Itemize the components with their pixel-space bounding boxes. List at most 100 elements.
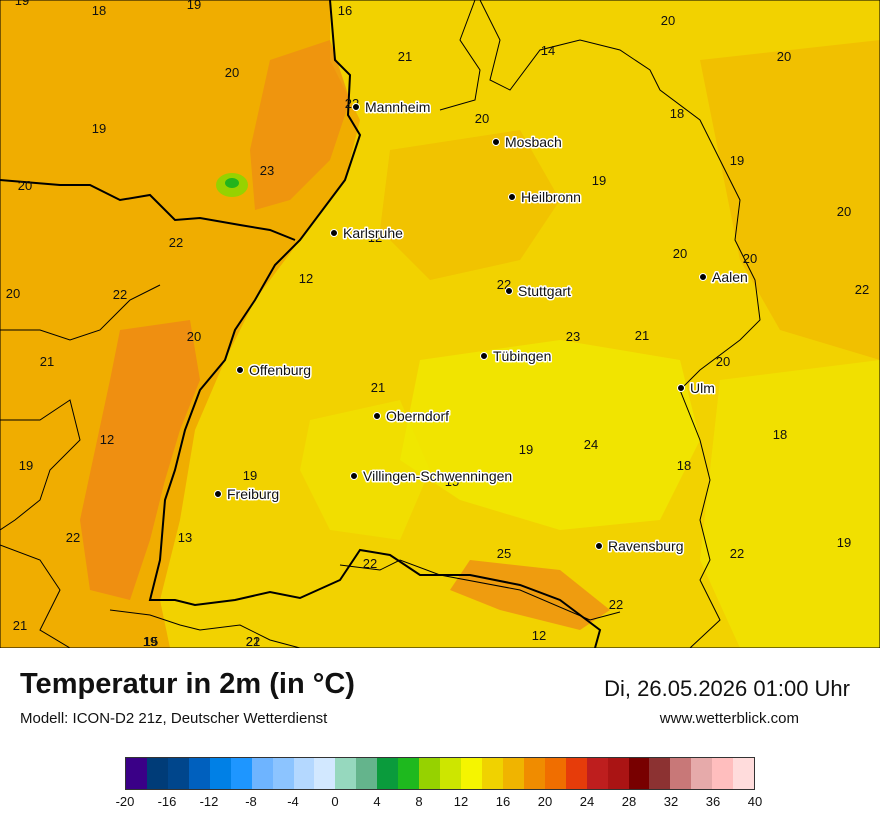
city-marker-oberndorf: Oberndorf [373,407,451,426]
legend-tick-label: 24 [579,794,595,809]
forecast-datetime: Di, 26.05.2026 01:00 Uhr [604,676,850,701]
city-dot [373,412,381,420]
temperature-map: 19 18 19 16 21 20 14 20 20 19 22 20 18 19 20 23 19 20 20 22… [0,0,880,648]
legend-color-cell [251,758,273,789]
temperature-value: 24 [584,437,598,452]
border-county-west-b [0,399,81,531]
temperature-value: 25 [497,546,511,561]
city-marker-mosbach: Mosbach [492,133,563,152]
temperature-value: 12 [100,432,114,447]
temperature-value: 23 [566,329,580,344]
border-south-lake [339,559,621,621]
city-dot [330,229,338,237]
temperature-value: 19 [143,634,157,648]
cool-region-alb [400,340,700,530]
temperature-value: 18 [92,3,106,18]
warm-region-east [700,40,880,360]
city-marker-heilbronn: Heilbronn [508,188,582,207]
temperature-value: 21 [635,328,649,343]
map-canvas: 19 18 19 16 21 20 14 20 20 19 22 20 18 19 20 23 19 20 20 22… [0,0,880,648]
border-county-west-c [0,544,71,648]
city-marker-stuttgart: Stuttgart [505,282,573,301]
city-label: Ulm [690,380,715,396]
legend-tick-label: -12 [199,794,219,809]
city-marker-t-bingen: Tübingen [480,347,553,366]
legend-color-cell [146,758,168,789]
temperature-value: 22 [66,530,80,545]
legend-tick-label: 12 [453,794,469,809]
legend-color-cell [377,758,399,789]
borders [0,0,761,648]
legend-color-cell [230,758,252,789]
cool-region-east [700,360,880,648]
city-marker-freiburg: Freiburg [214,485,281,504]
color-legend-ticks: -20 -16 -12 -8 -4 0 4 8 12 16 20 24 28 32 36 40 [116,794,763,814]
border-west-country [0,179,296,241]
legend-color-cell [461,758,482,789]
page-title: Temperatur in 2m (in °C) [20,668,355,700]
legend-color-cell [126,758,147,789]
green-patch-inner [225,178,239,188]
temperature-value: 21 [246,634,260,648]
legend-color-cell [586,758,608,789]
temperature-value: 22 [730,546,744,561]
temperature-value: 19 [187,0,201,12]
city-label: Villingen-Schwenningen [363,468,512,484]
city-dot [595,542,603,550]
legend-color-cell [419,758,441,789]
temperature-value: 15 [445,474,459,489]
border-east-country [479,0,761,648]
hot-region-upper-rhine [80,320,200,600]
city-dot [480,352,488,360]
legend-color-cell [691,758,713,789]
city-dot [214,490,222,498]
temperature-value: 22 [363,556,377,571]
city-markers: Mannheim Mosbach Heilbronn Karlsruhe Aalen St… [214,98,749,556]
legend-tick-label: -20 [115,794,135,809]
city-label: Stuttgart [518,283,571,299]
city-label: Aalen [712,269,748,285]
city-marker-aalen: Aalen [699,268,749,287]
city-dot [508,193,516,201]
temperature-value: 20 [225,65,239,80]
legend-color-cell [188,758,210,789]
temperature-value: 20 [743,251,757,266]
temperature-value: 18 [670,106,684,121]
website-link[interactable]: www.wetterblick.com [659,710,799,727]
legend-tick-label: 0 [331,794,339,809]
city-dot [492,138,500,146]
city-label: Tübingen [493,348,551,364]
temperature-value: 19 [837,535,851,550]
legend-color-cell [733,758,755,789]
temperature-value: 19 [519,442,533,457]
temperature-value: 18 [773,427,787,442]
legend-color-cell [293,758,315,789]
temperature-value: 22 [169,235,183,250]
temperature-value: 20 [716,354,730,369]
color-legend-bar [125,757,755,790]
temperature-value: 12 [299,271,313,286]
temperature-labels: 19 18 19 16 21 20 14 20 20 19 22 20 18 19 20 23 19 20 20 22… [6,0,869,648]
city-dot [505,287,513,295]
legend-color-cell [628,758,650,789]
legend-color-cell [272,758,294,789]
city-dot [699,273,707,281]
hot-region-north [250,40,350,210]
legend-color-cell [481,758,503,789]
temperature-value: 19 [19,458,33,473]
city-label: Offenburg [249,362,311,378]
city-dot [677,384,685,392]
legend-tick-label: 8 [415,794,423,809]
legend-tick-label: -4 [287,794,299,809]
legend-color-cell [502,758,524,789]
city-marker-ravensburg: Ravensburg [595,537,685,556]
legend-tick-label: 40 [747,794,763,809]
city-dot [350,472,358,480]
temperature-value: 22 [246,634,260,648]
temperature-value: 20 [777,49,791,64]
legend-color-cell [544,758,566,789]
legend-color-cell [607,758,629,789]
legend-tick-label: 28 [621,794,637,809]
city-label: Mannheim [365,99,430,115]
temperature-value: 15 [144,634,158,648]
